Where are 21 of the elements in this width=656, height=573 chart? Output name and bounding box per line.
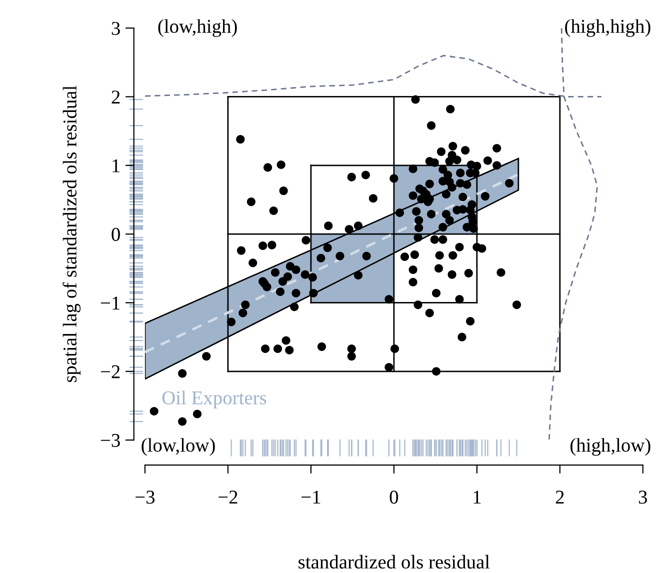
- annotation: (high,low): [570, 438, 650, 456]
- x-tick-label: 3: [638, 490, 647, 504]
- annotation: (low,low): [142, 438, 215, 456]
- x-tick-label: −3: [136, 490, 155, 504]
- y-tick-label: 3: [112, 22, 120, 36]
- y-tick-label: −2: [100, 365, 120, 378]
- y-axis-title: spatial lag of standardized ols residual: [62, 86, 81, 382]
- y-tick-label: −3: [100, 434, 120, 447]
- y-tick-label: 1: [112, 159, 120, 172]
- x-tick-label: −1: [302, 490, 320, 504]
- y-tick-label: 2: [112, 90, 120, 104]
- x-tick-label: 0: [390, 490, 398, 504]
- legend-label: Oil Exporters: [162, 390, 266, 408]
- x-tick-label: −2: [218, 490, 238, 504]
- x-axis-title: standardized ols residual: [298, 554, 490, 569]
- annotation: (low,high): [158, 19, 237, 37]
- x-tick-label: 2: [556, 490, 564, 504]
- annotation: (high,high): [565, 19, 650, 37]
- y-tick-label: 0: [112, 228, 120, 242]
- x-tick-label: 1: [474, 490, 481, 504]
- y-tick-label: −1: [100, 296, 120, 310]
